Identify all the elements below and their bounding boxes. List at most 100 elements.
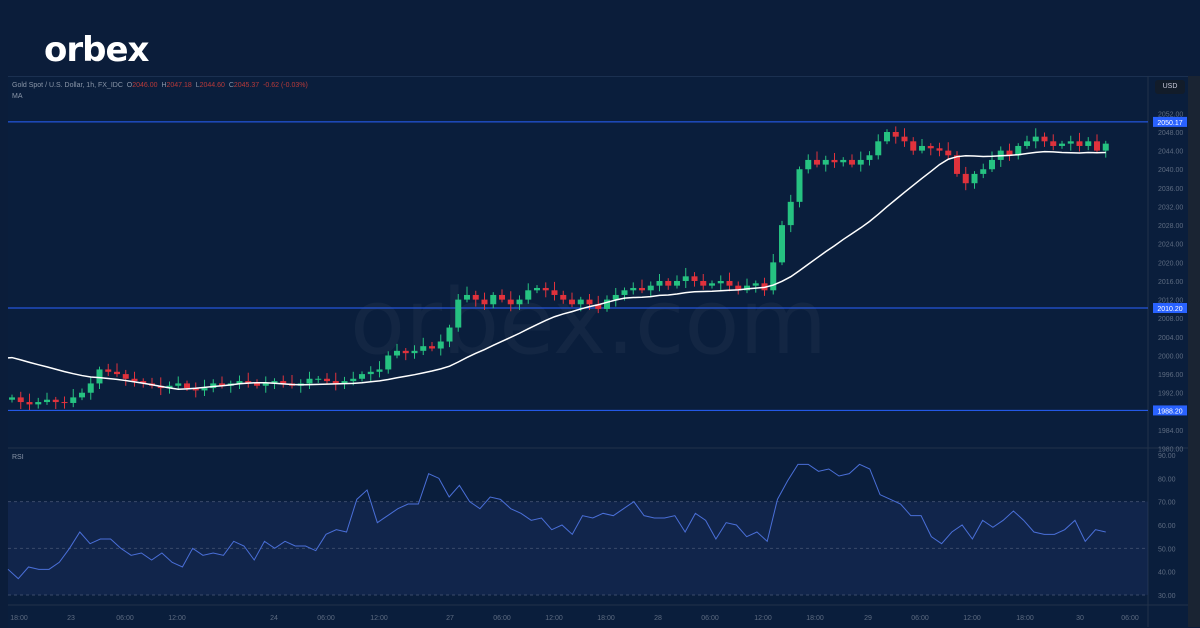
candle-down	[700, 280, 707, 286]
candle-down	[1094, 141, 1100, 151]
candle-down	[114, 371, 120, 375]
open-label: O	[126, 82, 133, 89]
rsi-indicator-label[interactable]: RSI	[12, 454, 24, 461]
candle-up	[420, 346, 427, 351]
candle-up	[1085, 141, 1092, 146]
price-tick: 2044.00	[1158, 149, 1183, 156]
candle-up	[840, 159, 847, 163]
candle-up	[682, 276, 689, 281]
candle-up	[787, 201, 794, 226]
close-value: 2045.37	[233, 82, 260, 89]
time-tick: 18:00	[597, 615, 615, 622]
time-tick: 12:00	[963, 615, 981, 622]
candle-down	[735, 285, 742, 291]
time-tick: 18:00	[1016, 615, 1034, 622]
candle-up	[884, 132, 890, 142]
candle-up	[490, 294, 497, 305]
candle-up	[822, 159, 829, 165]
candle-up	[271, 381, 278, 384]
candle-down	[927, 145, 934, 149]
low-value: 2044.60	[199, 82, 225, 89]
time-tick: 06:00	[493, 615, 511, 622]
candle-down	[219, 383, 225, 386]
high-value: 2047.18	[166, 82, 192, 89]
candle-up	[350, 378, 357, 382]
level-price-tag	[1153, 302, 1187, 313]
candle-down	[954, 155, 960, 174]
candle-down	[1050, 141, 1057, 146]
candle-up	[1024, 141, 1030, 146]
time-tick: 12:00	[545, 615, 563, 622]
candle-up	[709, 283, 715, 286]
candle-down	[26, 402, 33, 405]
price-tick: 2004.00	[1158, 335, 1183, 342]
candle-down	[595, 304, 602, 309]
candle-down	[831, 159, 838, 163]
candle-up	[262, 383, 269, 386]
time-tick: 30	[1076, 615, 1084, 622]
candle-up	[604, 299, 610, 309]
candle-up	[805, 159, 812, 170]
level-price-label: 2010.20	[1157, 306, 1182, 313]
price-tick: 2016.00	[1158, 279, 1183, 286]
candle-up	[717, 280, 724, 284]
candle-up	[656, 280, 663, 286]
candle-up	[1032, 136, 1039, 142]
candle-up	[1015, 145, 1022, 156]
price-tick: 2052.00	[1158, 111, 1183, 118]
time-tick: 24	[270, 615, 278, 622]
currency-button[interactable]: USD	[1155, 80, 1185, 94]
scrollbar[interactable]	[1188, 76, 1200, 627]
time-tick: 06:00	[911, 615, 929, 622]
candle-down	[1041, 136, 1048, 142]
level-price-tag	[1153, 405, 1187, 416]
candle-up	[341, 381, 348, 384]
candle-down	[892, 132, 899, 137]
candle-down	[910, 141, 917, 151]
candle-down	[936, 148, 943, 151]
high-label: H	[161, 82, 167, 89]
candle-up	[919, 145, 925, 151]
change-value: -0.62 (-0.03%)	[263, 82, 308, 89]
candle-up	[376, 369, 383, 372]
candle-down	[192, 388, 199, 391]
level-price-tag	[1153, 116, 1187, 127]
time-tick: 06:00	[317, 615, 335, 622]
candle-down	[472, 294, 479, 300]
candle-up	[577, 299, 584, 305]
time-tick: 23	[67, 615, 75, 622]
price-tick: 2020.00	[1158, 260, 1183, 267]
candle-up	[796, 169, 803, 202]
close-label: C	[228, 82, 234, 89]
ma-indicator-label[interactable]: MA	[12, 93, 23, 100]
candle-up	[857, 159, 864, 165]
candle-up	[866, 155, 873, 160]
candle-up	[744, 285, 750, 291]
candle-down	[665, 280, 672, 286]
candle-down	[245, 381, 252, 384]
candle-up	[980, 169, 987, 174]
time-tick: 12:00	[370, 615, 388, 622]
price-tick: 1996.00	[1158, 372, 1183, 379]
candle-up	[752, 283, 759, 286]
candle-up	[367, 371, 374, 375]
price-tick: 2000.00	[1158, 353, 1183, 360]
candle-up	[779, 225, 785, 263]
candle-down	[105, 369, 112, 372]
candle-down	[551, 290, 558, 295]
candle-down	[849, 159, 855, 165]
candle-up	[534, 287, 540, 291]
candle-down	[254, 383, 260, 386]
candle-down	[569, 299, 575, 305]
price-tick: 2036.00	[1158, 186, 1183, 193]
time-tick: 06:00	[701, 615, 719, 622]
candle-up	[315, 378, 322, 380]
candle-down	[507, 299, 514, 305]
candle-up	[875, 141, 882, 156]
low-label: L	[195, 82, 200, 89]
level-price-label: 1988.20	[1157, 408, 1182, 415]
candle-down	[962, 173, 969, 184]
rsi-tick: 90.00	[1158, 453, 1176, 460]
price-tick: 2028.00	[1158, 223, 1183, 230]
